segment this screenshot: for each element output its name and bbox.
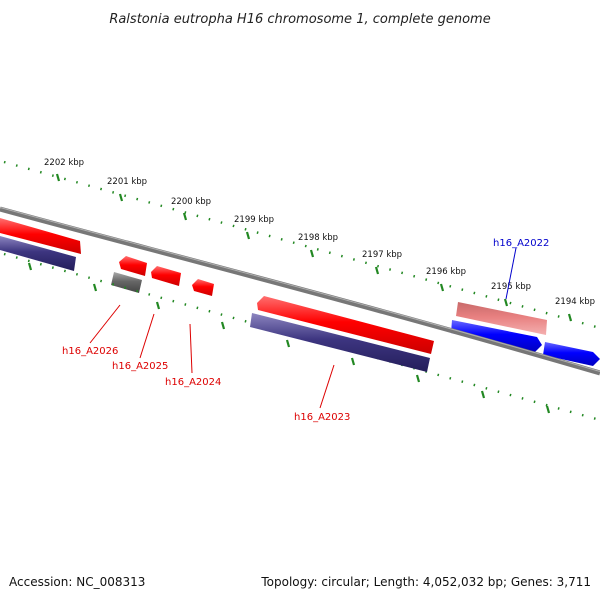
gene-label-h16-a2026[interactable]: h16_A2026	[62, 346, 118, 357]
cds-feature-h16-a2026[interactable]	[111, 272, 142, 293]
cds-feature-h16-a2025b[interactable]	[151, 266, 181, 286]
gene-leaders	[89, 247, 517, 409]
scale-label-2196: 2196 kbp	[426, 267, 466, 277]
reverse-cds-features	[111, 256, 214, 296]
cds-feature-h16-a2022[interactable]	[451, 320, 542, 352]
scale-label-2200: 2200 kbp	[171, 197, 211, 207]
cds-feature-h16-a2024[interactable]	[192, 279, 214, 296]
cds-feature-left-red[interactable]	[0, 218, 81, 254]
scale-labels: 2202 kbp 2201 kbp 2200 kbp 2199 kbp 2198…	[44, 158, 595, 307]
scale-label-2198: 2198 kbp	[298, 233, 338, 243]
cds-feature-h16-a2021[interactable]	[543, 342, 600, 366]
scale-label-2202: 2202 kbp	[44, 158, 84, 168]
scale-label-2195: 2195 kbp	[491, 282, 531, 292]
cds-feature-pink	[456, 302, 547, 335]
map-title: Ralstonia eutropha H16 chromosome 1, com…	[109, 12, 490, 27]
cds-feature-h16-a2025[interactable]	[119, 256, 147, 276]
genome-summary-text: Topology: circular; Length: 4,052,032 bp…	[260, 575, 591, 589]
gene-label-h16-a2022[interactable]: h16_A2022	[493, 238, 549, 249]
scale-label-2197: 2197 kbp	[362, 250, 402, 260]
scale-label-2199: 2199 kbp	[234, 215, 274, 225]
forward-cds-features	[451, 320, 600, 366]
gc-feature-left-navy	[0, 236, 76, 271]
scale-label-2194: 2194 kbp	[555, 297, 595, 307]
left-cds-features	[0, 218, 81, 271]
cds-feature-h16-a2023[interactable]	[257, 296, 434, 354]
accession-text: Accession: NC_008313	[9, 575, 145, 589]
gene-label-h16-a2025[interactable]: h16_A2025	[112, 361, 168, 372]
gc-feature-navy-central	[250, 313, 430, 372]
scale-ruler-upper	[3, 160, 600, 330]
central-cds-features	[250, 296, 434, 372]
gene-labels: h16_A2026 h16_A2025 h16_A2024 h16_A2023 …	[62, 238, 549, 423]
gene-label-h16-a2023[interactable]: h16_A2023	[294, 412, 350, 423]
scale-label-2201: 2201 kbp	[107, 177, 147, 187]
gene-label-h16-a2024[interactable]: h16_A2024	[165, 377, 221, 388]
scale-ruler-lower	[3, 252, 600, 422]
genome-backbone	[0, 206, 600, 376]
